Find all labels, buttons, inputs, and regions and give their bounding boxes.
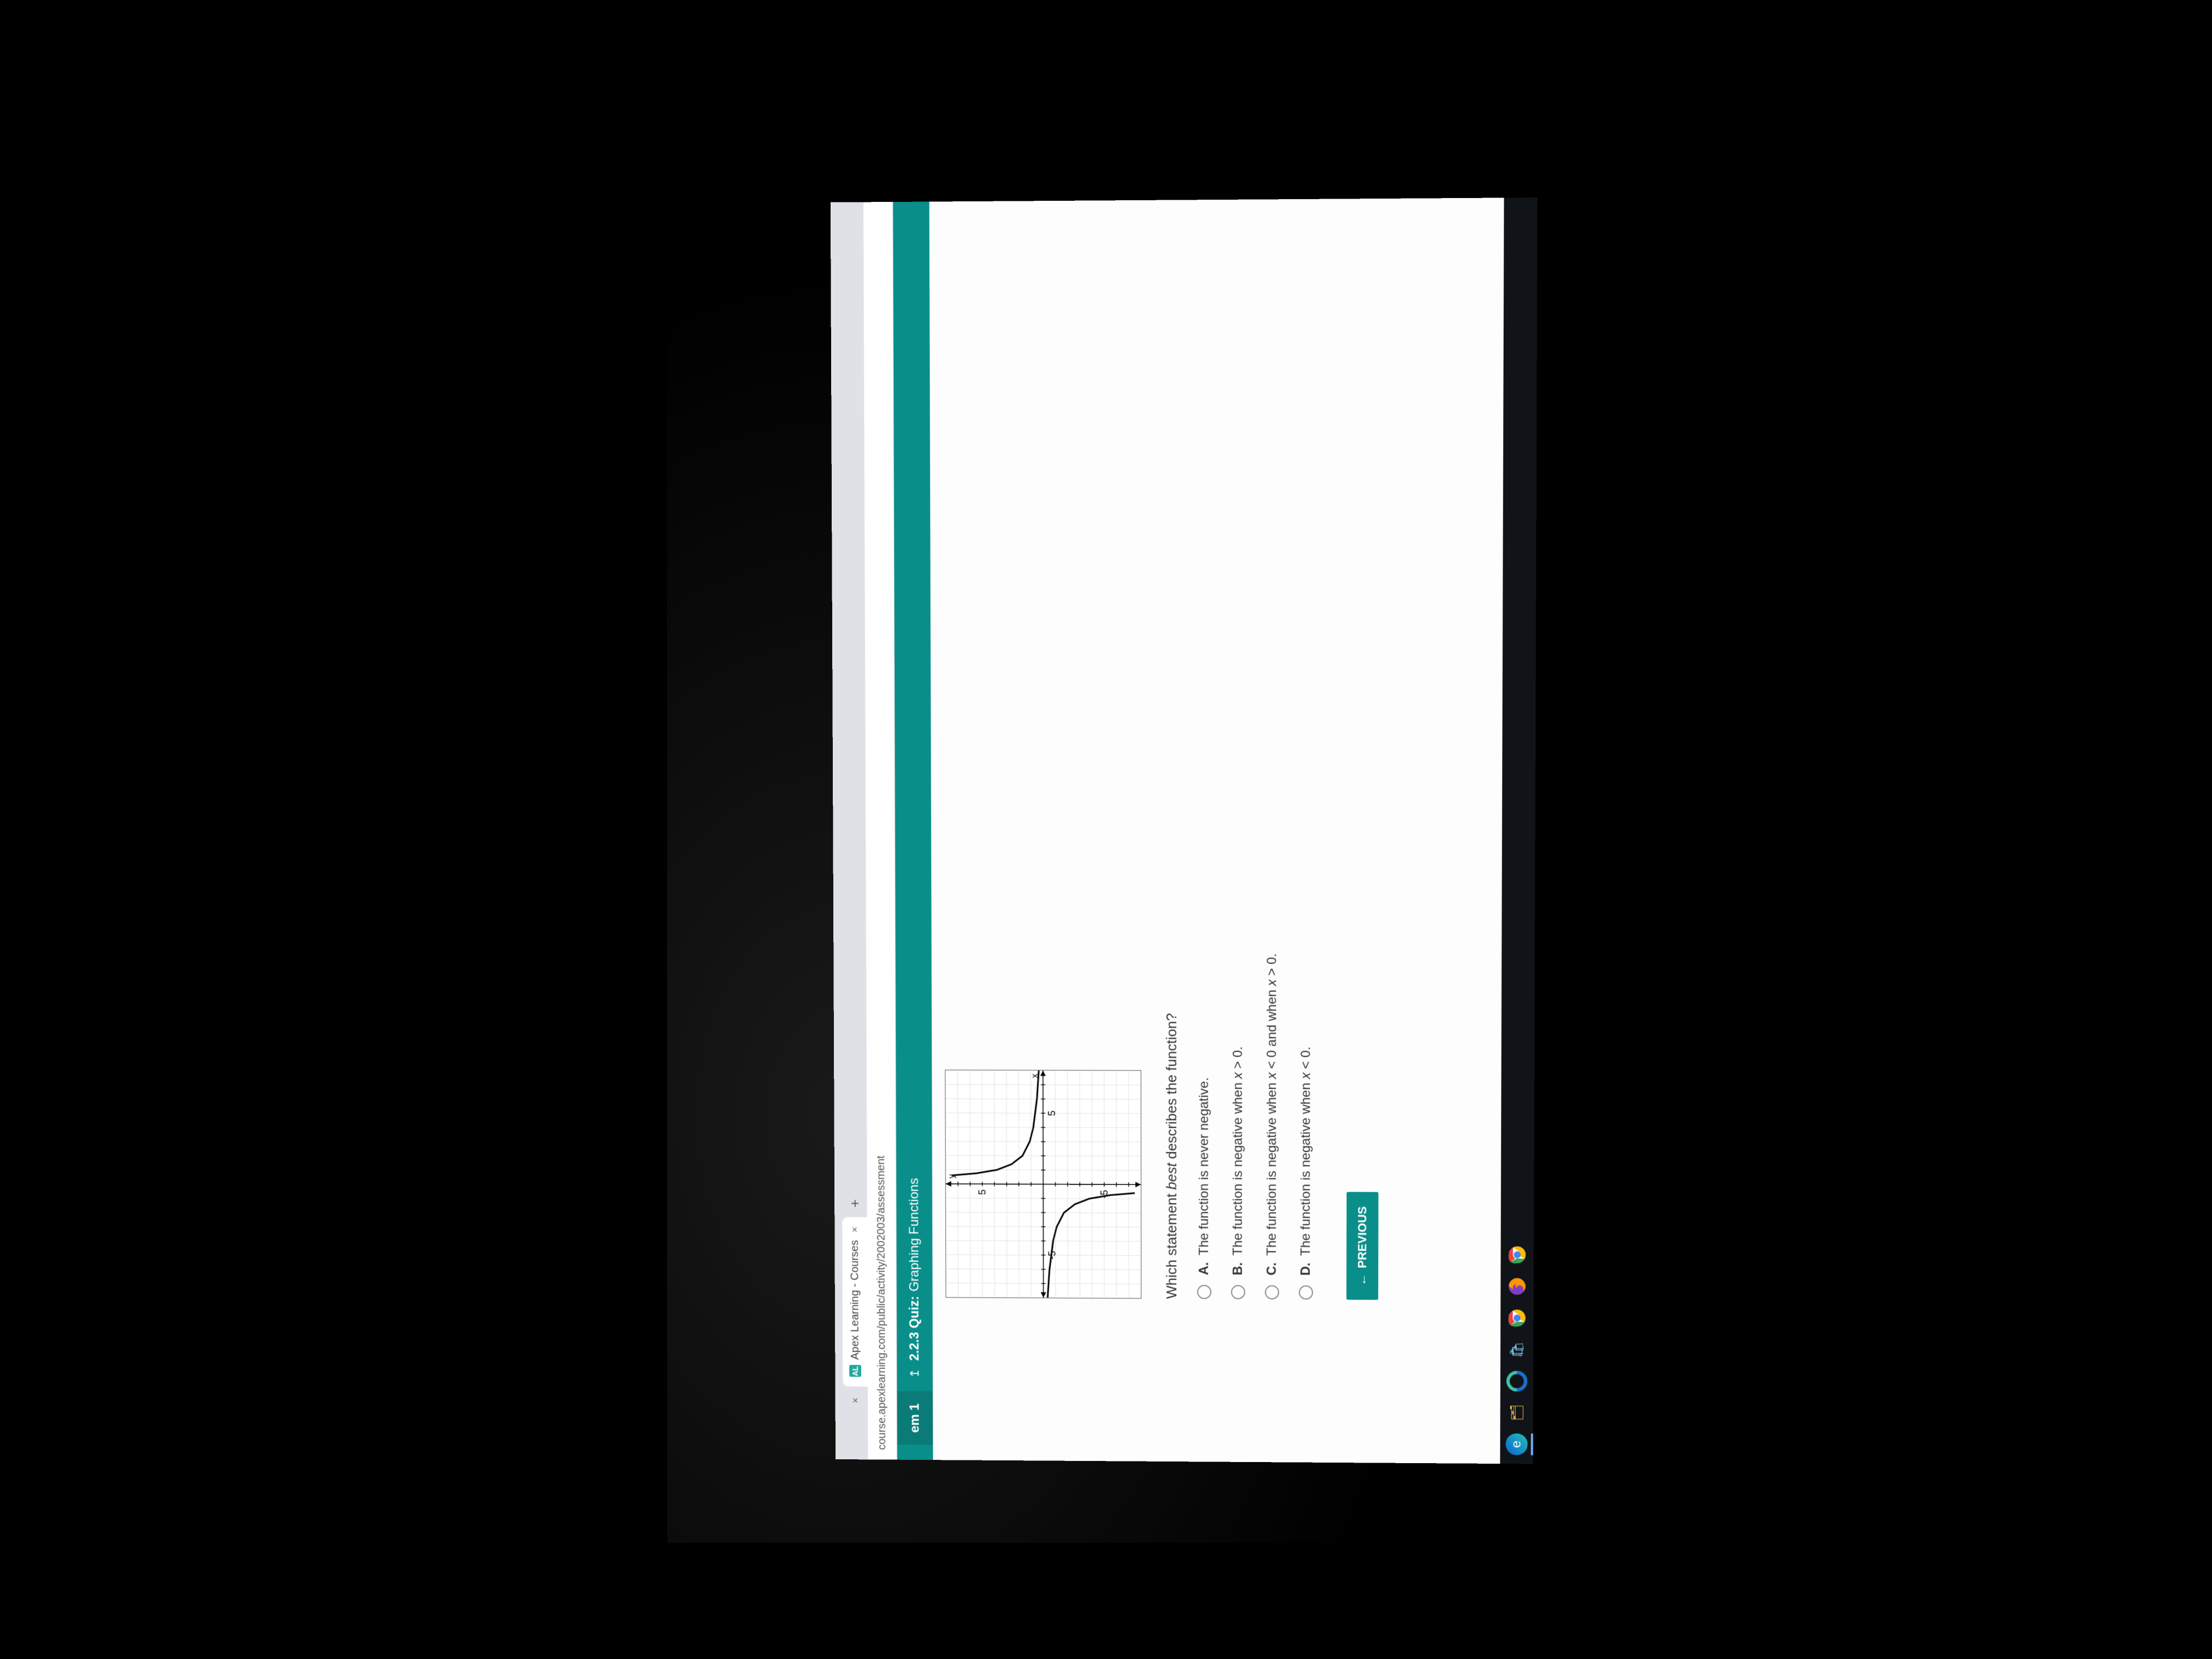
quiz-title: Graphing Functions [907,1178,922,1291]
quiz-code: 2.2.3 Quiz: [907,1296,922,1361]
chrome-icon[interactable] [1506,1244,1528,1266]
breadcrumb-up-icon[interactable]: ↥ [908,1368,922,1378]
radio-icon[interactable] [1265,1285,1279,1300]
answer-options: A. The function is never negative. B. The… [1197,221,1315,1299]
sidebar-tab[interactable]: em 1 [897,1391,933,1445]
radio-icon[interactable] [1197,1285,1211,1299]
tab-favicon-icon: AL [849,1365,861,1377]
svg-text:5: 5 [1046,1110,1057,1116]
new-tab-button[interactable]: + [845,1194,864,1213]
browser-tab-prev[interactable]: × [843,1388,868,1421]
tab-title: Apex Learning - Courses [849,1240,862,1359]
windows-taskbar: e 🗂 🛍 [1500,198,1537,1464]
firefox-icon[interactable] [1506,1276,1528,1297]
arrow-left-icon: ← [1355,1274,1369,1286]
quiz-header: em 1 ↥ 2.2.3 Quiz: Graphing Functions [893,202,933,1460]
chrome-icon[interactable] [1506,1307,1528,1329]
monitor: × AL Apex Learning - Courses × + course.… [831,198,1537,1464]
previous-button-label: PREVIOUS [1355,1206,1369,1268]
question-text: Which statement best describes the funct… [1163,222,1180,1299]
edge-chromium-icon[interactable] [1506,1370,1528,1392]
answer-option-B[interactable]: B. The function is negative when x > 0. [1231,222,1246,1299]
radio-icon[interactable] [1231,1285,1245,1299]
function-graph: 5-55-5xy [945,1070,1141,1299]
edge-icon[interactable]: e [1505,1434,1527,1455]
quiz-content: 5-55-5xy Which statement best describes … [929,198,1537,1464]
url-text: course.apexlearning.com/public/activity/… [875,1155,889,1450]
browser-tab-active[interactable]: AL Apex Learning - Courses × [842,1217,868,1387]
previous-button[interactable]: ← PREVIOUS [1346,1192,1378,1300]
answer-option-D[interactable]: D. The function is negative when x < 0. [1298,221,1314,1299]
close-icon[interactable]: × [850,1397,861,1403]
microsoft-store-icon[interactable]: 🛍 [1506,1339,1528,1361]
svg-text:5: 5 [977,1189,988,1195]
browser-tabstrip: × AL Apex Learning - Courses × + [831,202,868,1459]
file-explorer-icon[interactable]: 🗂 [1506,1402,1528,1424]
radio-icon[interactable] [1299,1285,1313,1300]
answer-option-C[interactable]: C. The function is negative when x < 0 a… [1265,222,1280,1300]
answer-option-A[interactable]: A. The function is never negative. [1197,222,1212,1299]
close-icon[interactable]: × [849,1227,861,1232]
address-bar[interactable]: course.apexlearning.com/public/activity/… [864,202,898,1460]
